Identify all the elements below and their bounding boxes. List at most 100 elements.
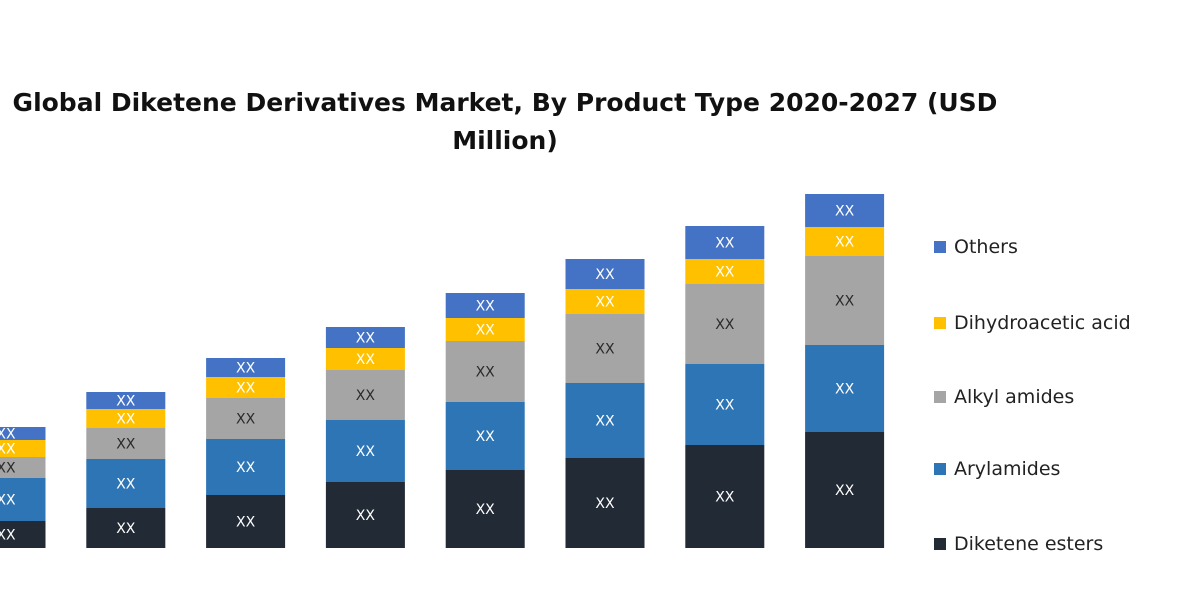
bar-segment-diketene-esters-4 (325, 482, 405, 548)
data-label-diketene-esters-8: XX (835, 483, 855, 499)
data-label-diketene-esters-2: XX (116, 521, 136, 537)
data-label-diketene-esters-1: XX (0, 528, 16, 544)
bar-segment-dihydroacetic-acid-2 (86, 409, 166, 428)
data-label-arylamides-6: XX (595, 414, 615, 430)
data-label-alkyl-amides-4: XX (356, 388, 376, 404)
chart-title: Global Diketene Derivatives Market, By P… (0, 84, 1010, 160)
legend-swatch-arylamides (934, 463, 946, 475)
data-label-dihydroacetic-acid-2: XX (116, 412, 136, 428)
stacked-bar-plot: XX XX XX XX XX XX XX XX XX XX XX XX XX XX XX XX XX XX XX XX… (0, 194, 885, 548)
bar-segment-arylamides-8 (805, 345, 885, 432)
data-label-arylamides-2: XX (116, 477, 136, 493)
bar-segment-others-8 (805, 194, 885, 227)
bar-segment-dihydroacetic-acid-5 (445, 318, 525, 341)
bar-segment-alkyl-amides-2 (86, 428, 166, 459)
data-label-dihydroacetic-acid-8: XX (835, 235, 855, 251)
bar-segment-alkyl-amides-5 (445, 341, 525, 402)
data-label-diketene-esters-6: XX (595, 496, 615, 512)
legend-label-dihydroacetic-acid: Dihydroacetic acid (954, 312, 1131, 334)
bar-segment-dihydroacetic-acid-6 (565, 289, 645, 314)
data-label-dihydroacetic-acid-4: XX (356, 352, 376, 368)
data-label-others-5: XX (476, 299, 496, 315)
legend-swatch-alkyl-amides (934, 391, 946, 403)
legend-item-diketene-esters: Diketene esters (934, 533, 1134, 560)
bar-segment-others-3 (206, 358, 286, 377)
data-label-dihydroacetic-acid-1: XX (0, 442, 16, 458)
data-label-arylamides-8: XX (835, 382, 855, 398)
legend-item-arylamides: Arylamides (934, 458, 1134, 485)
data-label-alkyl-amides-3: XX (236, 412, 256, 428)
bar-segment-alkyl-amides-4 (325, 370, 405, 420)
data-label-others-4: XX (356, 331, 376, 347)
data-label-dihydroacetic-acid-3: XX (236, 381, 256, 397)
bar-segment-others-1 (0, 427, 46, 440)
bar-segment-arylamides-7 (685, 364, 765, 445)
bar-segment-arylamides-2 (86, 459, 166, 508)
data-label-others-6: XX (595, 267, 615, 283)
bar-segment-alkyl-amides-1 (0, 457, 46, 478)
legend-label-arylamides: Arylamides (954, 458, 1061, 480)
bar-segment-others-4 (325, 327, 405, 348)
bar-segment-diketene-esters-3 (206, 495, 286, 548)
bar-segment-alkyl-amides-3 (206, 398, 286, 439)
bar-segment-alkyl-amides-7 (685, 284, 765, 364)
bar-segment-dihydroacetic-acid-4 (325, 348, 405, 370)
bar-segment-others-6 (565, 259, 645, 289)
data-label-alkyl-amides-6: XX (595, 342, 615, 358)
legend-label-others: Others (954, 236, 1018, 258)
legend-label-diketene-esters: Diketene esters (954, 533, 1104, 555)
bar-segment-arylamides-5 (445, 402, 525, 470)
bar-segment-others-2 (86, 392, 166, 409)
data-label-alkyl-amides-2: XX (116, 437, 136, 453)
bar-segment-diketene-esters-7 (685, 445, 765, 548)
data-label-diketene-esters-7: XX (715, 490, 735, 506)
data-label-diketene-esters-4: XX (356, 508, 376, 524)
legend-item-others: Others (934, 236, 1134, 263)
bar-segment-dihydroacetic-acid-1 (0, 440, 46, 457)
data-label-arylamides-5: XX (476, 429, 496, 445)
data-label-alkyl-amides-1: XX (0, 461, 16, 477)
legend-swatch-others (934, 241, 946, 253)
data-label-arylamides-4: XX (356, 444, 376, 460)
data-label-diketene-esters-5: XX (476, 502, 496, 518)
bar-segment-arylamides-6 (565, 383, 645, 458)
data-label-dihydroacetic-acid-7: XX (715, 265, 735, 281)
data-label-alkyl-amides-7: XX (715, 317, 735, 333)
data-label-arylamides-1: XX (0, 493, 16, 509)
legend-swatch-diketene-esters (934, 538, 946, 550)
legend-item-dihydroacetic-acid: Dihydroacetic acid (934, 312, 1134, 339)
data-label-arylamides-3: XX (236, 460, 256, 476)
data-label-alkyl-amides-5: XX (476, 365, 496, 381)
bar-segment-diketene-esters-2 (86, 508, 166, 548)
legend-label-alkyl-amides: Alkyl amides (954, 386, 1075, 408)
bar-segment-diketene-esters-6 (565, 458, 645, 548)
data-label-others-1: XX (0, 427, 16, 443)
data-label-arylamides-7: XX (715, 398, 735, 414)
data-label-others-2: XX (116, 394, 136, 410)
bar-segment-others-5 (445, 293, 525, 318)
bar-segment-arylamides-1 (0, 478, 46, 521)
data-label-others-3: XX (236, 361, 256, 377)
bar-segment-diketene-esters-8 (805, 432, 885, 548)
legend-item-alkyl-amides: Alkyl amides (934, 386, 1134, 413)
bar-segment-arylamides-4 (325, 420, 405, 482)
legend-swatch-dihydroacetic-acid (934, 317, 946, 329)
bar-segment-dihydroacetic-acid-7 (685, 259, 765, 284)
bar-segment-others-7 (685, 226, 765, 259)
data-label-diketene-esters-3: XX (236, 515, 256, 531)
data-label-alkyl-amides-8: XX (835, 294, 855, 310)
bar-segment-dihydroacetic-acid-8 (805, 227, 885, 256)
bar-segment-arylamides-3 (206, 439, 286, 495)
bar-segment-diketene-esters-5 (445, 470, 525, 548)
bar-segment-alkyl-amides-6 (565, 314, 645, 383)
bar-segment-alkyl-amides-8 (805, 256, 885, 345)
data-label-dihydroacetic-acid-5: XX (476, 323, 496, 339)
data-label-others-7: XX (715, 236, 735, 252)
bar-segment-dihydroacetic-acid-3 (206, 377, 286, 398)
chart-legend: Others Dihydroacetic acid Alkyl amides Aryl… (934, 0, 1194, 600)
bar-segment-diketene-esters-1 (0, 521, 46, 548)
data-label-others-8: XX (835, 204, 855, 220)
chart-title-line-1: Global Diketene Derivatives Market, By P… (12, 88, 998, 117)
chart-title-line-2: Million) (452, 126, 558, 155)
data-label-dihydroacetic-acid-6: XX (595, 295, 615, 311)
